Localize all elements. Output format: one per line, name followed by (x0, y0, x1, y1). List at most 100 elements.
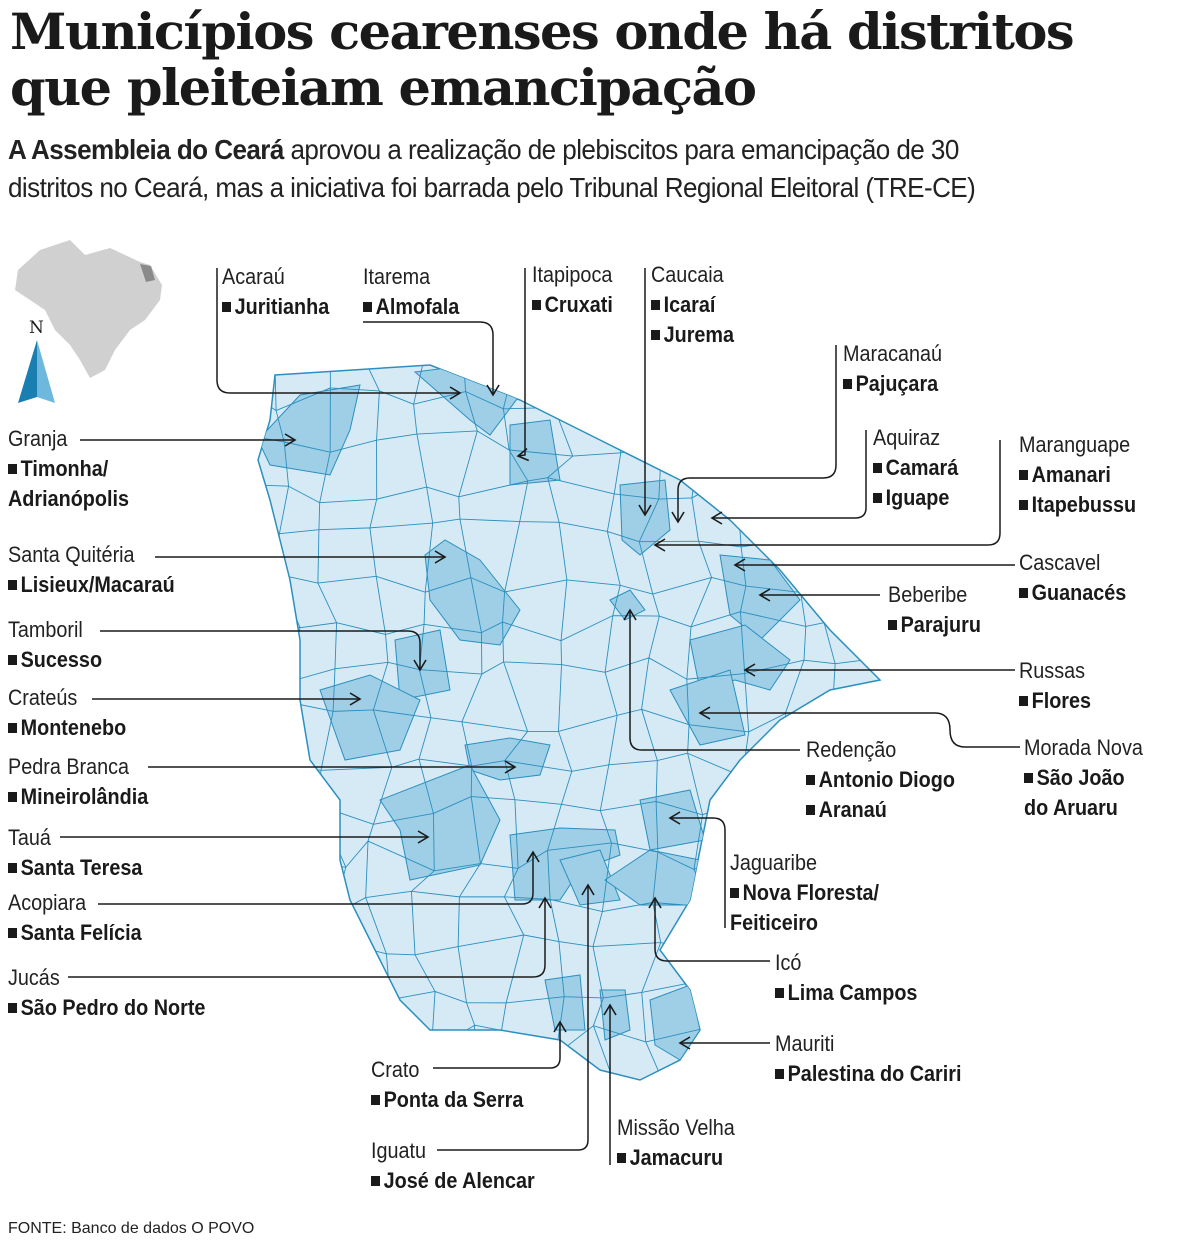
municipio-name: Acaraú (222, 264, 285, 289)
distrito-name: Iguape (873, 483, 958, 513)
label-mauriti: Mauriti Palestina do Cariri (775, 1029, 961, 1089)
ceara-locator-highlight (140, 264, 155, 282)
municipio-name: Acopiara (8, 890, 87, 915)
municipio-name: Morada Nova (1024, 735, 1143, 760)
distrito-name: Itapebussu (1019, 490, 1137, 520)
label-iguatu: Iguatu José de Alencar (371, 1136, 535, 1196)
leader-acarau (216, 268, 462, 400)
label-ico: Icó Lima Campos (775, 948, 917, 1008)
label-beberibe: Beberibe Parajuru (888, 580, 981, 640)
leader-jucas (68, 896, 552, 978)
municipio-name: Jaguaribe (730, 850, 817, 875)
label-pedra-branca: Pedra Branca Mineirolândia (8, 752, 148, 812)
municipio-name: Iguatu (371, 1138, 427, 1163)
distrito-name: Mineirolândia (8, 782, 149, 812)
municipio-name: Tamboril (8, 617, 83, 642)
compass-north-icon (18, 340, 55, 403)
municipio-name: Mauriti (775, 1031, 835, 1056)
municipio-name: Maracanaú (843, 341, 943, 366)
municipio-name: Tauá (8, 825, 51, 850)
municipio-name: Crateús (8, 685, 78, 710)
label-maracanau: Maracanaú Pajuçara (843, 339, 942, 399)
subtitle-line2: distritos no Ceará, mas a iniciativa foi… (8, 172, 976, 203)
label-santa-quiteria: Santa Quitéria Lisieux/Macaraú (8, 540, 175, 600)
leader-lines (60, 268, 1020, 1165)
label-caucaia: Caucaia Icaraí Jurema (651, 260, 734, 350)
source-note: FONTE: Banco de dados O POVO (8, 1220, 255, 1237)
municipio-name: Redenção (806, 737, 897, 762)
label-cascavel: Cascavel Guanacés (1019, 548, 1126, 608)
distrito-name: Sucesso (8, 645, 102, 675)
leader-tamboril (100, 630, 427, 672)
distrito-name: Feiticeiro (730, 910, 819, 935)
subtitle-line1: aprovou a realização de plebiscitos para… (283, 134, 959, 165)
distrito-name: Camará (873, 453, 959, 483)
municipio-name: Itapipoca (532, 262, 613, 287)
municipio-name: Cascavel (1019, 550, 1101, 575)
label-missao-velha: Missão Velha Jamacuru (617, 1113, 735, 1173)
distrito-name: Almofala (363, 292, 460, 322)
municipio-name: Icó (775, 950, 802, 975)
distrito-name: Santa Felícia (8, 918, 142, 948)
subtitle-bold: A Assembleia do Ceará (8, 134, 284, 165)
label-russas: Russas Flores (1019, 656, 1091, 716)
distrito-name: Adrianópolis (8, 486, 130, 511)
label-jucas: Jucás São Pedro do Norte (8, 963, 205, 1023)
municipio-name: Jucás (8, 965, 60, 990)
municipio-name: Russas (1019, 658, 1086, 683)
leader-itarema (363, 321, 500, 397)
municipio-name: Missão Velha (617, 1115, 735, 1140)
municipio-name: Santa Quitéria (8, 542, 135, 567)
distrito-name: José de Alencar (371, 1166, 535, 1196)
leader-ico (648, 896, 770, 962)
label-morada-nova: Morada Nova São João do Aruaru (1024, 733, 1143, 823)
leader-aquiraz (710, 430, 867, 525)
label-maranguape: Maranguape Amanari Itapebussu (1019, 430, 1136, 520)
distrito-name: Parajuru (888, 610, 981, 640)
brazil-locator-map (15, 240, 162, 378)
leader-iguatu (437, 883, 595, 1151)
distrito-name: Antonio Diogo (806, 765, 955, 795)
distrito-name: Flores (1019, 686, 1091, 716)
municipio-name: Granja (8, 426, 68, 451)
distrito-name: Amanari (1019, 460, 1136, 490)
municipio-name: Caucaia (651, 262, 724, 287)
leader-crato (433, 1020, 567, 1069)
label-acopiara: Acopiara Santa Felícia (8, 888, 142, 948)
distrito-name: Timonha/ (8, 454, 129, 484)
label-aquiraz: Aquiraz Camará Iguape (873, 423, 958, 513)
distrito-name: São Pedro do Norte (8, 993, 206, 1023)
label-redencao: Redenção Antonio Diogo Aranaú (806, 735, 955, 825)
municipio-name: Aquiraz (873, 425, 941, 450)
label-jaguaribe: Jaguaribe Nova Floresta/Feiticeiro (730, 848, 879, 938)
municipio-name: Itarema (363, 264, 431, 289)
distrito-name: do Aruaru (1024, 795, 1118, 820)
municipio-name: Pedra Branca (8, 754, 130, 779)
distrito-name: Ponta da Serra (371, 1085, 524, 1115)
label-tamboril: Tamboril Sucesso (8, 615, 102, 675)
label-crateus: Crateús Montenebo (8, 683, 126, 743)
leader-jaguaribe (668, 811, 726, 928)
label-crato: Crato Ponta da Serra (371, 1055, 523, 1115)
distrito-name: Juritianha (222, 292, 330, 322)
leader-redencao (623, 608, 800, 751)
label-itapipoca: Itapipoca Cruxati (532, 260, 613, 320)
municipio-name: Maranguape (1019, 432, 1131, 457)
municipio-name: Crato (371, 1057, 420, 1082)
leader-maracanau (671, 345, 837, 524)
page-title: Municípios cearenses onde há distritos q… (10, 2, 1075, 117)
subtitle: A Assembleia do Ceará aprovou a realizaç… (8, 131, 976, 207)
label-acarau: Acaraú Juritianha (222, 262, 329, 322)
distrito-name: Jurema (651, 320, 734, 350)
leader-acopiara (98, 850, 540, 905)
distrito-name: Cruxati (532, 290, 613, 320)
distrito-name: Pajuçara (843, 369, 942, 399)
distrito-name: Santa Teresa (8, 853, 143, 883)
label-granja: Granja Timonha/Adrianópolis (8, 424, 129, 514)
leader-itapipoca (516, 268, 530, 462)
distrito-name: Nova Floresta/ (730, 878, 879, 908)
municipio-name: Beberibe (888, 582, 968, 607)
distrito-name: Palestina do Cariri (775, 1059, 962, 1089)
distrito-name: Montenebo (8, 713, 127, 743)
